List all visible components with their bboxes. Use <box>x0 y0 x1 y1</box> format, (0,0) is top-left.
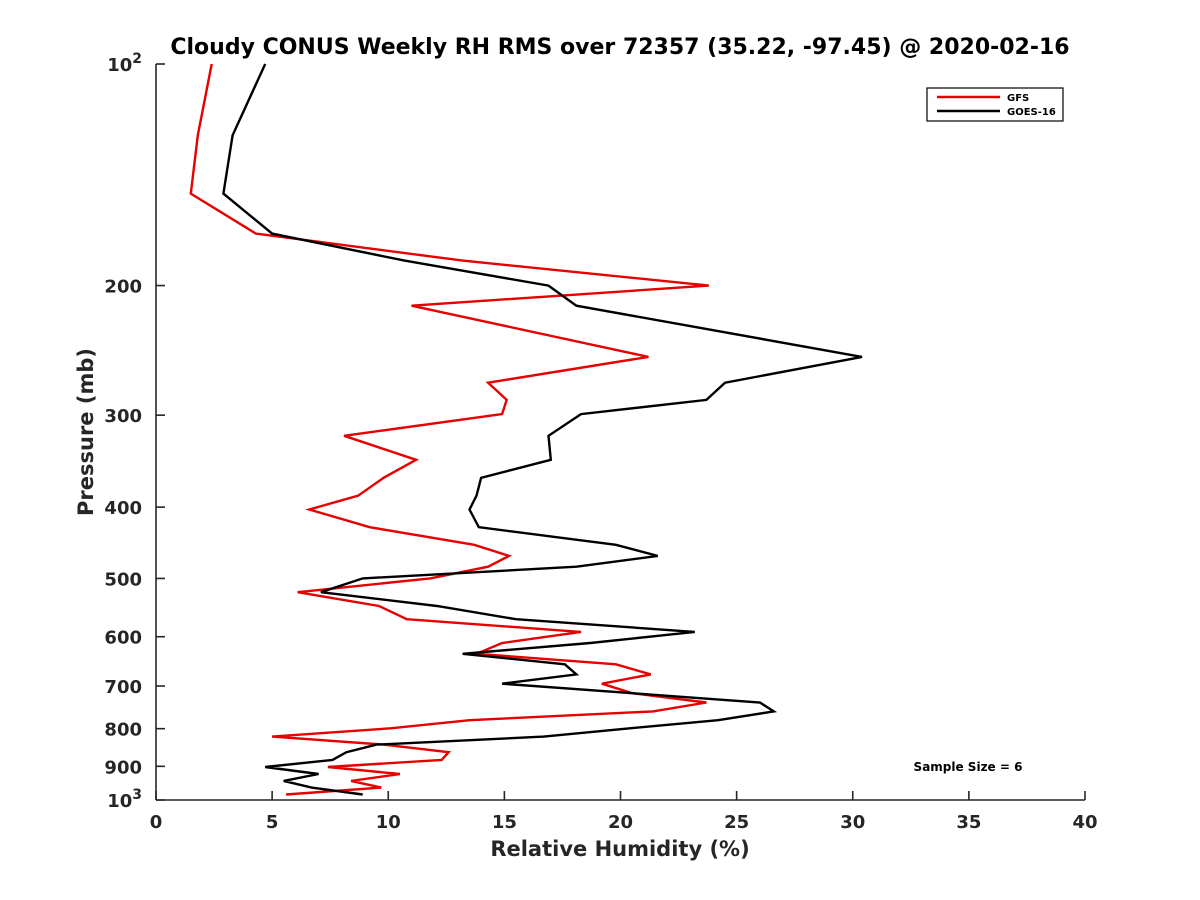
legend-box <box>926 87 1064 122</box>
x-tick-label: 10 <box>376 812 401 833</box>
y-tick-label: 800 <box>104 720 142 741</box>
x-tick-label: 0 <box>150 812 163 833</box>
y-axis-ticks: 102 200 300 400 500 600 700 800 900 103 <box>104 51 165 812</box>
y-tick-label: 200 <box>104 277 142 298</box>
y-tick-label: 700 <box>104 677 142 698</box>
y-tick-label: 103 <box>107 787 142 812</box>
legend-label-gfs: GFS <box>1007 93 1029 104</box>
series-line-gfs <box>189 63 709 796</box>
y-tick-label: 400 <box>104 498 142 519</box>
y-tick-label: 900 <box>104 757 142 778</box>
x-tick-label: 5 <box>266 812 279 833</box>
y-axis-label: Pressure (mb) <box>74 348 98 516</box>
y-tick-label: 300 <box>104 406 142 427</box>
x-axis-ticks: 0 5 10 15 20 25 30 35 40 <box>150 791 1098 833</box>
x-tick-label: 20 <box>608 812 633 833</box>
sample-size-annotation: Sample Size = 6 <box>914 760 1023 774</box>
chart-title: Cloudy CONUS Weekly RH RMS over 72357 (3… <box>170 35 1069 60</box>
x-tick-label: 25 <box>724 812 749 833</box>
x-tick-label: 30 <box>840 812 865 833</box>
x-tick-label: 40 <box>1072 812 1097 833</box>
series-line-goes16 <box>222 63 863 796</box>
series-layer <box>189 63 863 796</box>
x-axis-label: Relative Humidity (%) <box>490 837 749 861</box>
x-tick-label: 15 <box>492 812 517 833</box>
legend-label-goes16: GOES-16 <box>1007 107 1056 118</box>
legend: GFS GOES-16 <box>926 87 1064 122</box>
x-tick-label: 35 <box>956 812 981 833</box>
y-tick-label: 500 <box>104 569 142 590</box>
y-tick-label: 102 <box>107 51 142 76</box>
y-tick-label: 600 <box>104 628 142 649</box>
